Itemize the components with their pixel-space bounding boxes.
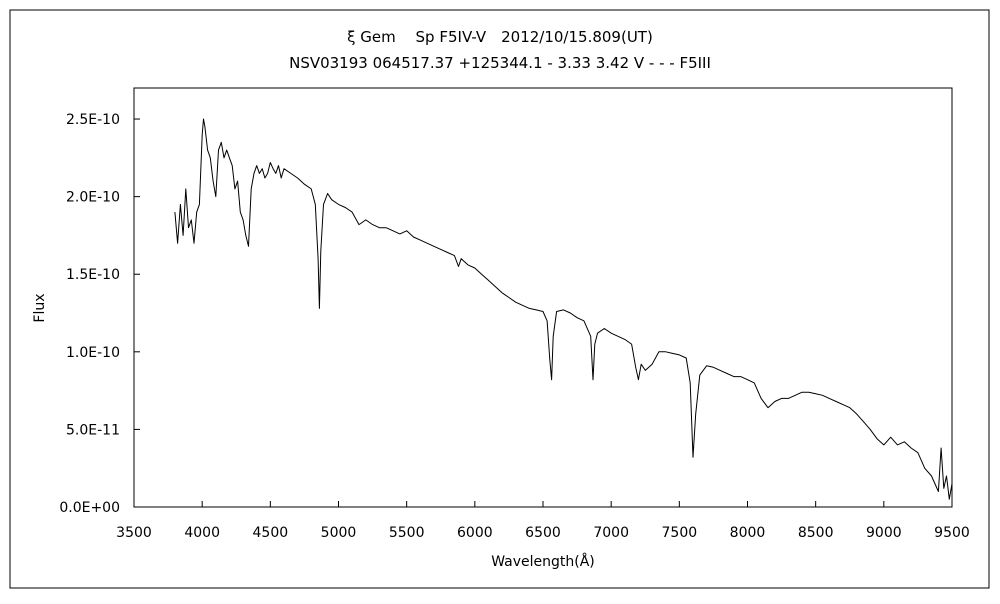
spectrum-line: [174, 118, 953, 500]
y-tick-label: 5.0E-11: [66, 422, 120, 438]
x-tick-label: 5500: [389, 525, 425, 541]
chart-subtitle: NSV03193 064517.37 +125344.1 - 3.33 3.42…: [289, 54, 711, 72]
x-tick-label: 7000: [593, 525, 629, 541]
y-tick-label: 2.0E-10: [66, 190, 120, 206]
x-axis-label: Wavelength(Å): [491, 553, 595, 570]
x-axis-ticks: 3500 4000 4500 5000 5500 6000 6500 7000 7500 8000…: [116, 501, 970, 541]
x-tick-label: 9500: [934, 525, 970, 541]
x-tick-label: 7500: [662, 525, 698, 541]
series-layer: [174, 118, 953, 500]
plot-area: [133, 87, 953, 508]
y-tick-label: 1.0E-10: [66, 345, 120, 361]
y-axis-label: Flux: [32, 293, 48, 322]
y-tick-label: 2.5E-10: [66, 112, 120, 128]
x-tick-label: 9000: [866, 525, 902, 541]
x-tick-label: 8500: [798, 525, 834, 541]
x-tick-label: 4000: [184, 525, 220, 541]
y-tick-label: 1.5E-10: [66, 267, 120, 283]
x-tick-label: 8000: [730, 525, 766, 541]
chart-title: ξ Gem Sp F5IV-V 2012/10/15.809(UT): [347, 28, 653, 46]
x-tick-label: 5000: [321, 525, 357, 541]
y-axis-ticks: 0.0E+00 5.0E-11 1.0E-10 1.5E-10 2.0E-10 2.5E-…: [59, 112, 140, 516]
x-tick-label: 6000: [457, 525, 493, 541]
x-tick-label: 3500: [116, 525, 152, 541]
x-tick-label: 6500: [525, 525, 561, 541]
y-tick-label: 0.0E+00: [59, 500, 120, 516]
x-tick-label: 4500: [253, 525, 289, 541]
